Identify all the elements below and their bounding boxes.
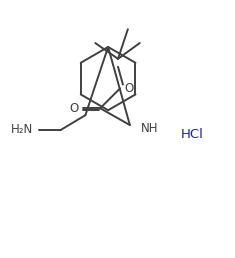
Text: NH: NH xyxy=(141,122,158,134)
Text: O: O xyxy=(69,102,78,115)
Text: H₂N: H₂N xyxy=(11,124,33,136)
Text: HCl: HCl xyxy=(181,128,204,141)
Text: O: O xyxy=(124,82,133,95)
